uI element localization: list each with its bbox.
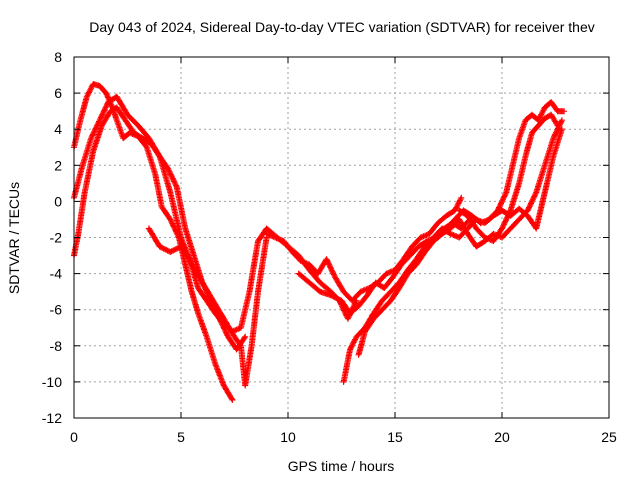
y-tick-label-3: -6 xyxy=(50,302,63,318)
x-tick-label-4: 20 xyxy=(494,429,510,445)
x-tick-label-2: 10 xyxy=(280,429,296,445)
x-axis-label: GPS time / hours xyxy=(288,458,395,474)
x-tick-label-5: 25 xyxy=(601,429,617,445)
y-axis-label: SDTVAR / TECUs xyxy=(6,182,22,294)
y-tick-label-2: -8 xyxy=(50,338,63,354)
y-tick-label-7: 2 xyxy=(54,157,62,173)
series-markers-9 xyxy=(434,99,568,241)
series-track-8 xyxy=(355,117,565,358)
series-track-9 xyxy=(434,99,568,241)
y-tick-label-9: 6 xyxy=(54,85,62,101)
y-tick-label-4: -4 xyxy=(50,266,63,282)
x-tick-label-3: 15 xyxy=(387,429,403,445)
y-tick-label-10: 8 xyxy=(54,49,62,65)
y-tick-label-6: 0 xyxy=(54,193,62,209)
x-tick-label-0: 0 xyxy=(70,429,78,445)
chart-title: Day 043 of 2024, Sidereal Day-to-day VTE… xyxy=(89,19,595,35)
y-tick-label-8: 4 xyxy=(54,121,62,137)
x-tick-label-1: 5 xyxy=(177,429,185,445)
series-track-10 xyxy=(456,111,561,245)
y-tick-label-1: -10 xyxy=(42,374,62,390)
y-tick-label-0: -12 xyxy=(42,410,62,426)
series-markers-10 xyxy=(456,111,561,245)
series-markers-8 xyxy=(355,117,565,358)
y-tick-label-5: -2 xyxy=(50,230,63,246)
axis-ticks: 0 5 10 15 20 25 -12 -10 -8 -6 -4 -2 0 2 4 6 8 xyxy=(42,49,617,445)
data-marks xyxy=(71,81,568,403)
